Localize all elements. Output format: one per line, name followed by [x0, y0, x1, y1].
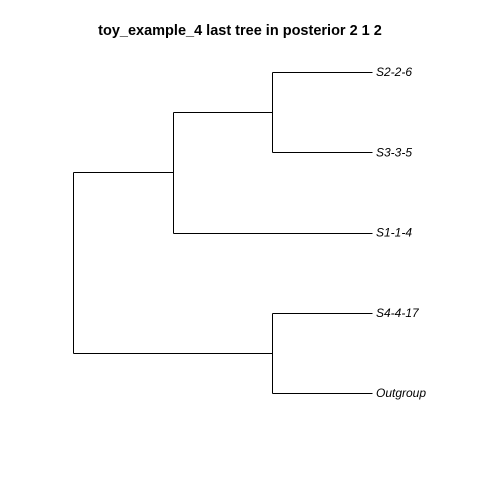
- tip-label: Outgroup: [376, 386, 426, 400]
- tip-label: S3-3-5: [376, 145, 412, 159]
- tip-label: S2-2-6: [376, 65, 412, 79]
- tip-label: S4-4-17: [376, 306, 420, 320]
- figure-title: toy_example_4 last tree in posterior 2 1…: [98, 23, 382, 39]
- tip-label: S1-1-4: [376, 226, 412, 240]
- tip-labels: S2-2-6 S3-3-5 S1-1-4 S4-4-17 Outgroup: [376, 65, 426, 400]
- tree-branches: [73, 72, 373, 394]
